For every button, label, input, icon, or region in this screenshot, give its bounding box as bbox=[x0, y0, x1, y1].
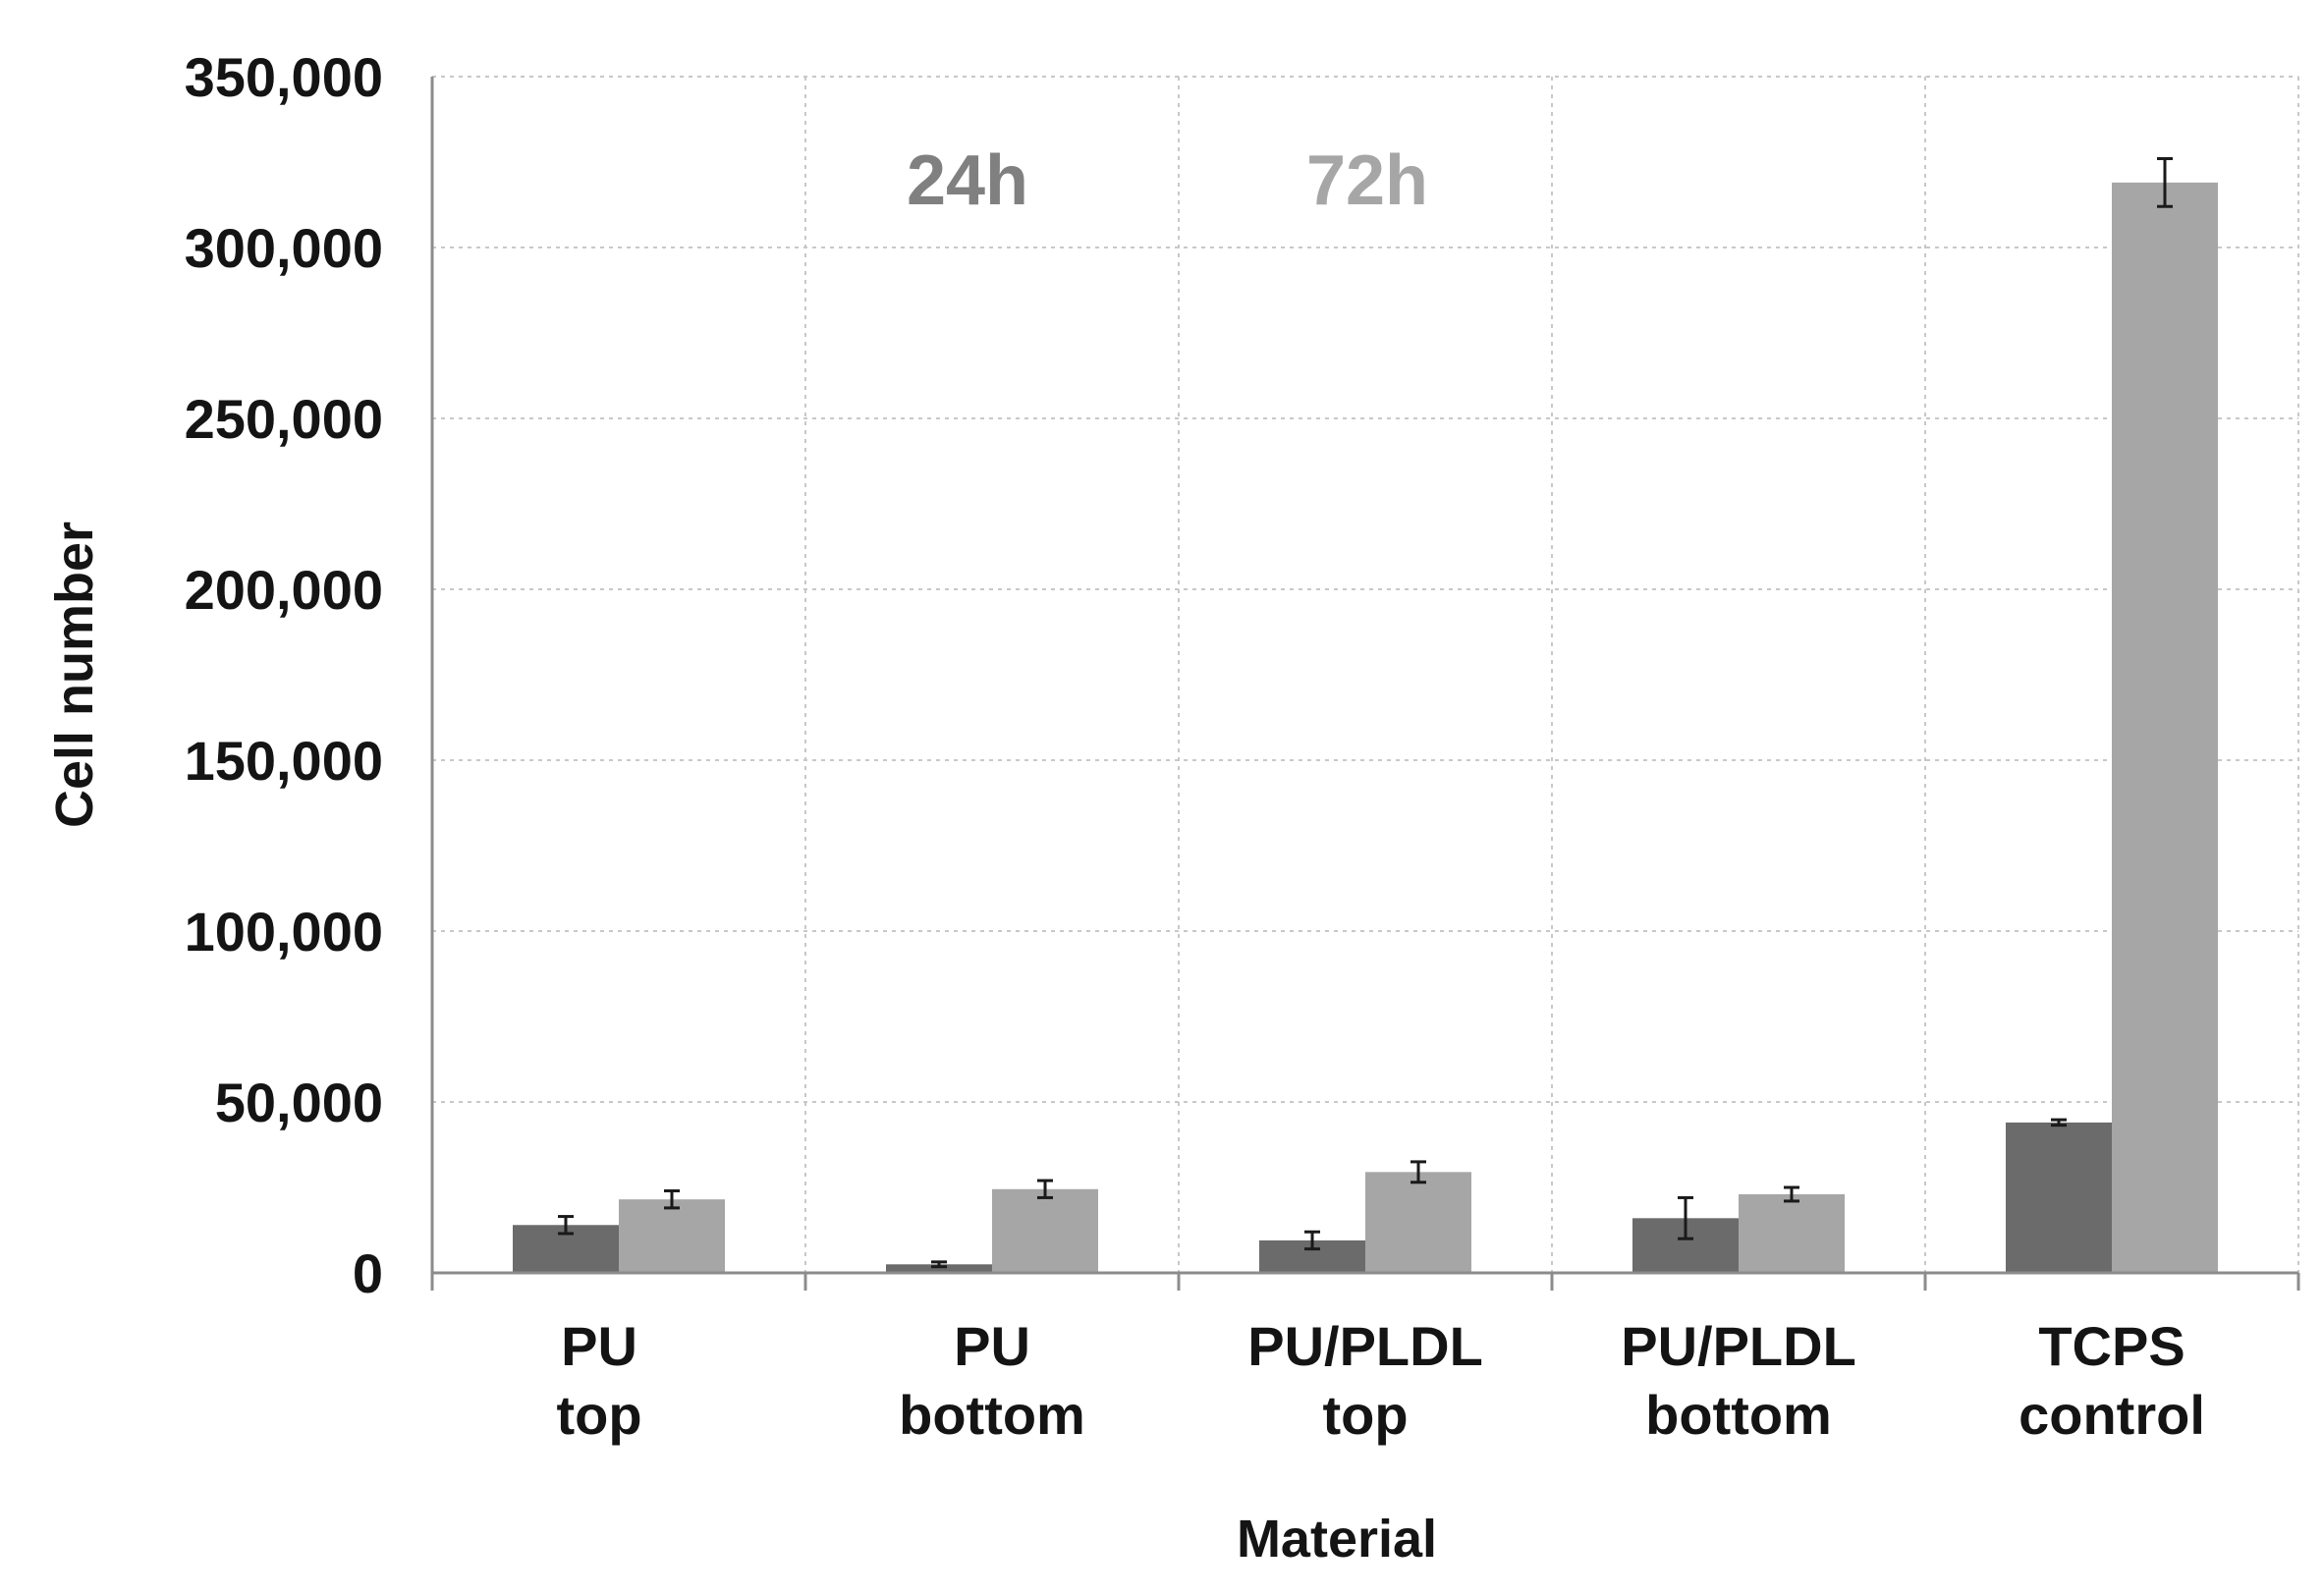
grid bbox=[432, 76, 2299, 1273]
x-axis-title: Material bbox=[1237, 1510, 1437, 1568]
bar-72h bbox=[1739, 1193, 1845, 1273]
y-tick-label: 300,000 bbox=[185, 217, 383, 279]
x-tick-label: PU bbox=[561, 1315, 637, 1377]
x-tick-label: control bbox=[2019, 1384, 2205, 1446]
legend-label-24h: 24h bbox=[907, 141, 1028, 220]
bar-72h bbox=[619, 1199, 725, 1273]
x-tick-label: PU bbox=[954, 1315, 1030, 1377]
y-tick-label: 50,000 bbox=[215, 1072, 383, 1133]
y-axis-title: Cell number bbox=[45, 522, 104, 828]
y-tick-label: 200,000 bbox=[185, 559, 383, 621]
error-bars bbox=[558, 157, 2173, 1269]
bars bbox=[513, 182, 2218, 1273]
x-tick-label: PU/PLDL bbox=[1621, 1315, 1856, 1377]
y-tick-labels: 0 50,000 100,000 150,000 200,000 250,000 300,0… bbox=[185, 46, 383, 1304]
y-tick-label: 350,000 bbox=[185, 46, 383, 108]
legend-label-72h: 72h bbox=[1306, 141, 1428, 220]
x-tick-labels: PU top PU bottom PU/PLDL top PU/PLDL bottom TCPS… bbox=[556, 1315, 2204, 1446]
y-tick-label: 0 bbox=[353, 1242, 383, 1304]
x-tick-label: TCPS bbox=[2038, 1315, 2185, 1377]
x-tick-label: top bbox=[1322, 1384, 1408, 1446]
bar-24h bbox=[886, 1264, 992, 1273]
y-tick-label: 150,000 bbox=[185, 730, 383, 792]
y-tick-label: 250,000 bbox=[185, 388, 383, 450]
bar-72h bbox=[1365, 1172, 1471, 1273]
axes bbox=[430, 77, 2300, 1291]
x-tick-label: bottom bbox=[1645, 1384, 1832, 1446]
bar-72h bbox=[2112, 182, 2218, 1273]
x-tick-label: PU/PLDL bbox=[1247, 1315, 1483, 1377]
y-tick-label: 100,000 bbox=[185, 901, 383, 963]
x-tick-label: bottom bbox=[899, 1384, 1085, 1446]
bar-72h bbox=[992, 1188, 1098, 1273]
x-tick-label: top bbox=[556, 1384, 641, 1446]
bar-24h bbox=[2006, 1122, 2112, 1273]
